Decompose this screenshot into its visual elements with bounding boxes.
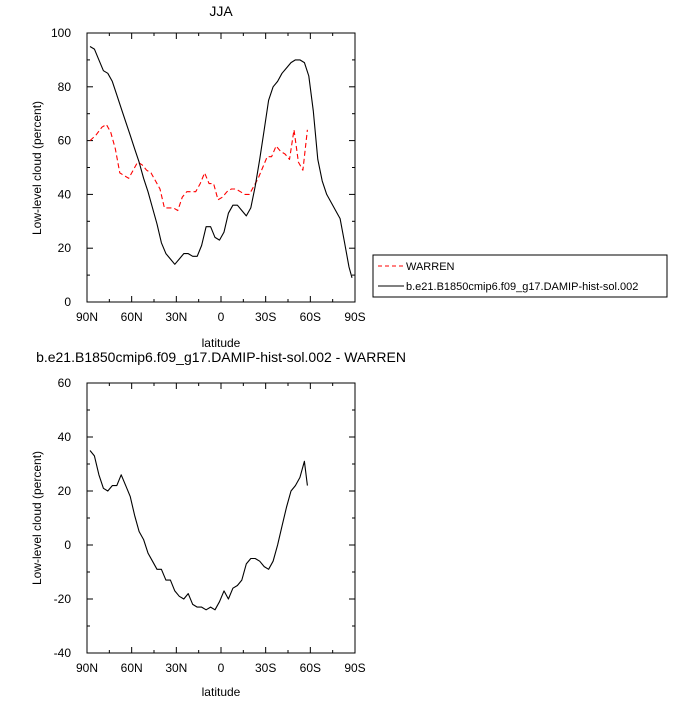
top-axis-ticks: 90N 60N 30N 0 30S 60S 90S 0 20 40 60 80 100 (51, 26, 366, 324)
bottom-plot-frame (86, 382, 356, 654)
top-y-tick-label: 80 (58, 80, 72, 94)
bottom-x-tick-label: 30S (255, 661, 276, 675)
top-y-tick-label: 0 (64, 295, 71, 309)
top-y-tick-label: 40 (58, 187, 72, 201)
bottom-x-tick-label: 90S (344, 661, 365, 675)
top-series-line-0 (89, 123, 308, 212)
top-chart-title: JJA (209, 3, 233, 19)
bottom-chart-title: b.e21.B1850cmip6.f09_g17.DAMIP-hist-sol.… (36, 349, 406, 365)
top-y-tick-label: 60 (58, 134, 72, 148)
top-series-lines (89, 46, 353, 278)
bottom-y-tick-label: 40 (58, 430, 72, 444)
legend-box (372, 254, 668, 298)
bottom-x-tick-label: 60S (300, 661, 321, 675)
legend-label-warren: WARREN (406, 261, 455, 273)
top-y-tick-label: 20 (58, 241, 72, 255)
top-x-tick-label: 60N (121, 310, 143, 324)
top-x-tick-label: 30N (165, 310, 187, 324)
bottom-x-tick-label: 30N (165, 661, 187, 675)
bottom-y-tick-label: -40 (54, 646, 72, 660)
bottom-panel: b.e21.B1850cmip6.f09_g17.DAMIP-hist-sol.… (30, 349, 406, 699)
bottom-y-tick-label: 60 (58, 376, 72, 390)
top-x-tick-label: 90N (76, 310, 98, 324)
bottom-y-tick-label: -20 (54, 592, 72, 606)
bottom-axis-ticks: 90N 60N 30N 0 30S 60S 90S -40 -20 0 20 40 60 (54, 376, 366, 675)
top-y-axis-label: Low-level cloud (percent) (30, 101, 44, 235)
bottom-y-axis-label: Low-level cloud (percent) (30, 451, 44, 585)
bottom-x-tick-label: 0 (218, 661, 225, 675)
bottom-x-tick-label: 90N (76, 661, 98, 675)
top-series-line-1 (89, 46, 353, 278)
bottom-x-axis-label: latitude (202, 685, 241, 699)
top-x-tick-label: 30S (255, 310, 276, 324)
bottom-x-tick-label: 60N (121, 661, 143, 675)
legend: WARREN b.e21.B1850cmip6.f09_g17.DAMIP-hi… (372, 254, 668, 298)
legend-label-model: b.e21.B1850cmip6.f09_g17.DAMIP-hist-sol.… (406, 281, 638, 293)
top-x-axis-label: latitude (202, 336, 241, 350)
bottom-series-line-0 (89, 450, 308, 611)
top-x-tick-label: 90S (344, 310, 365, 324)
top-x-tick-label: 60S (300, 310, 321, 324)
bottom-series-lines (89, 450, 308, 611)
top-y-tick-label: 100 (51, 26, 71, 40)
top-plot-frame (86, 32, 356, 303)
top-panel: JJA 90N 60N 30N 0 30S 60S 90S 0 20 40 60 80 100 lati… (30, 3, 366, 350)
bottom-y-tick-label: 0 (64, 538, 71, 552)
top-x-tick-label: 0 (218, 310, 225, 324)
bottom-y-tick-label: 20 (58, 484, 72, 498)
